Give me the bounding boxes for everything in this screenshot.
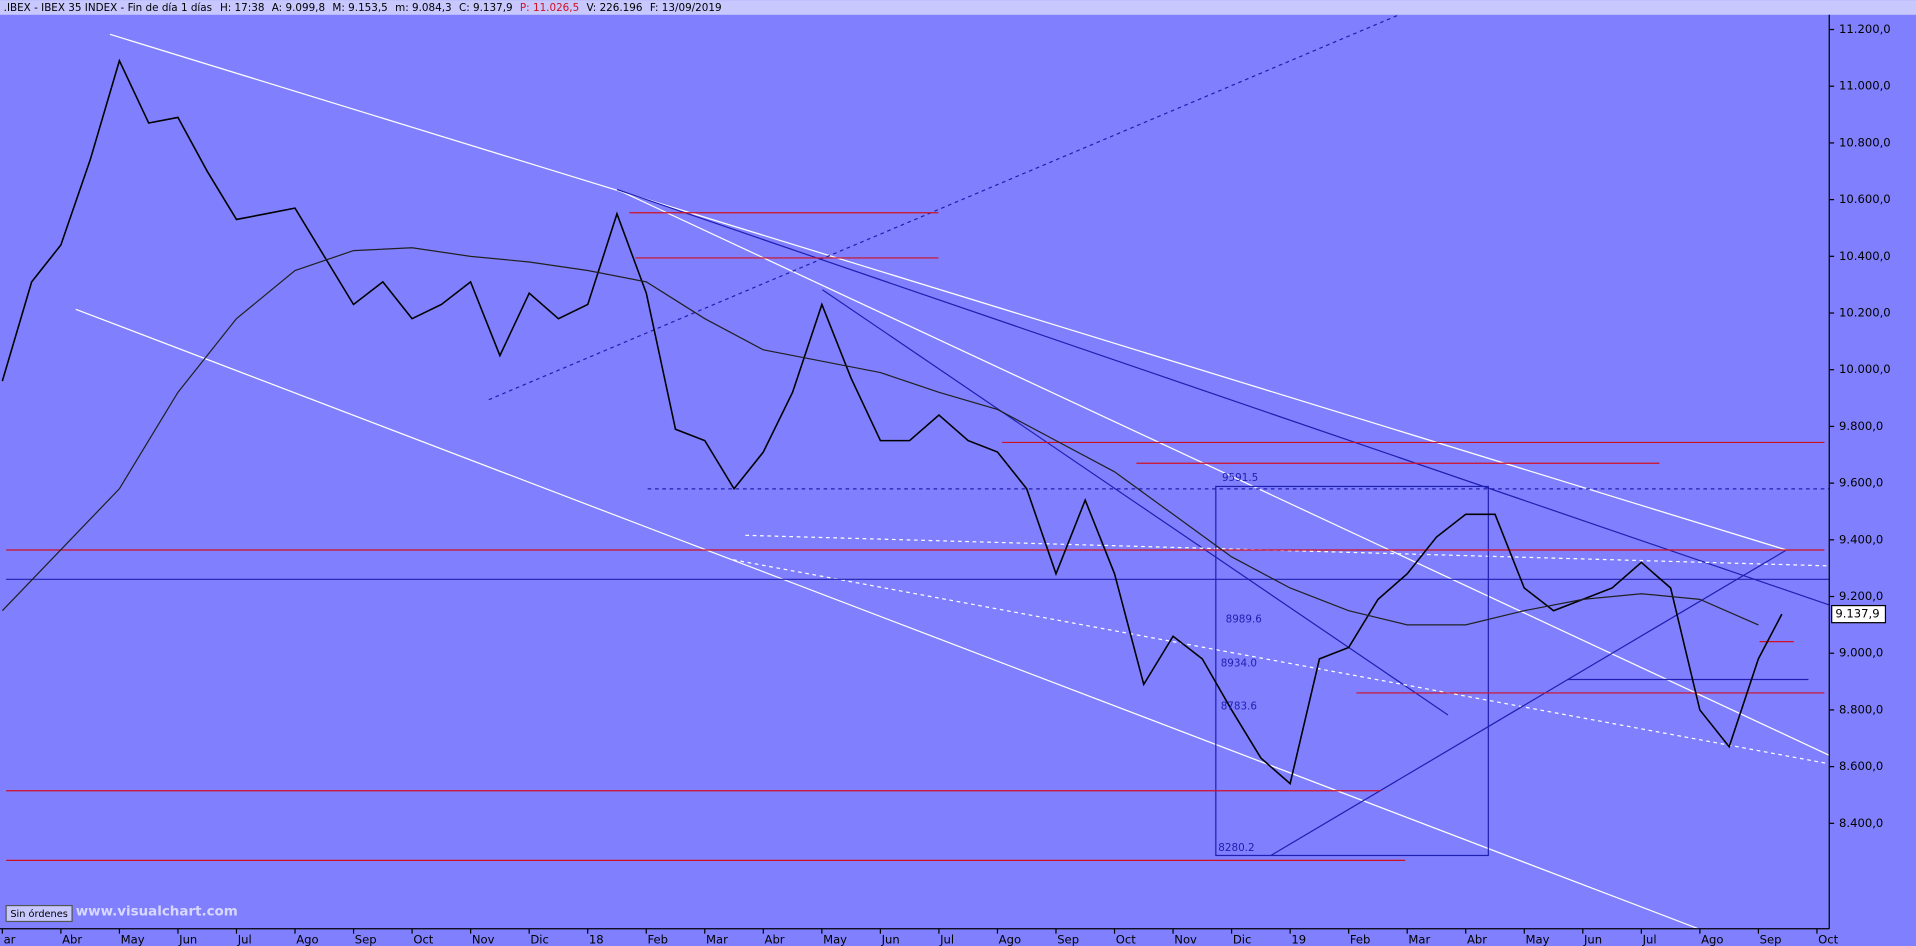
y-tick-label: 8.800,0 — [1839, 702, 1883, 716]
x-tick-label: Abr — [765, 932, 785, 946]
trend-line — [616, 188, 1830, 606]
x-tick-label: Jun — [178, 932, 197, 946]
price-line — [1, 58, 1783, 786]
trend-line — [733, 559, 1830, 765]
x-tick-label: Feb — [647, 932, 668, 946]
x-tick-label: Ago — [999, 932, 1021, 946]
x-tick-label: Oct — [1116, 932, 1136, 946]
y-tick-label: 9.400,0 — [1839, 532, 1883, 546]
x-tick-label: Abr — [62, 932, 82, 946]
header-item: A: 9.099,8 — [272, 2, 325, 14]
trend-line — [75, 308, 1699, 930]
header-bar — [0, 0, 1916, 15]
y-tick-label: 10.600,0 — [1839, 192, 1891, 206]
status-text: Sin órdenes — [10, 908, 68, 920]
x-tick-label: Jun — [881, 932, 900, 946]
range-box — [1215, 485, 1489, 857]
y-tick-label: 10.400,0 — [1839, 249, 1891, 263]
x-tick-label: Jun — [1583, 932, 1602, 946]
y-tick-label: 9.200,0 — [1839, 589, 1883, 603]
y-tick-label: 10.000,0 — [1839, 362, 1891, 376]
x-tick-label: Oct — [1818, 932, 1838, 946]
x-tick-label: Dic — [530, 932, 549, 946]
x-tick-label: 18 — [589, 932, 604, 946]
x-tick-label: May — [121, 932, 145, 946]
trend-line — [745, 534, 1830, 567]
y-tick-label: 8.400,0 — [1839, 816, 1883, 830]
header: .IBEX - IBEX 35 INDEX - Fin de día 1 día… — [4, 2, 722, 14]
trend-line — [822, 289, 1449, 716]
y-tick-label: 11.200,0 — [1839, 22, 1891, 36]
x-tick-label: Mar — [1408, 932, 1430, 946]
y-tick-label: 10.200,0 — [1839, 306, 1891, 320]
y-tick-label: 9.600,0 — [1839, 476, 1883, 490]
price-line — [1, 247, 1759, 626]
x-tick-label: Sep — [1760, 932, 1782, 946]
header-title: .IBEX - IBEX 35 INDEX - Fin de día 1 día… — [4, 2, 212, 14]
x-tick-label: Abr — [1467, 932, 1487, 946]
annotation: 9591.5 — [1222, 472, 1258, 484]
trend-line — [109, 33, 1787, 551]
y-tick-label: 10.800,0 — [1839, 135, 1891, 149]
trend-line — [616, 188, 1830, 756]
header-item: H: 17:38 — [220, 2, 265, 14]
last-price-box — [1831, 604, 1887, 624]
y-tick-label: 8.600,0 — [1839, 759, 1883, 773]
watermark: www.visualchart.com — [76, 905, 238, 920]
x-tick-label: Sep — [355, 932, 377, 946]
x-tick-label: 19 — [1291, 932, 1306, 946]
annotation: 8280.2 — [1218, 842, 1254, 854]
x-tick-label: Sep — [1057, 932, 1079, 946]
header-item: C: 9.137,9 — [459, 2, 513, 14]
x-tick-label: Mar — [706, 932, 728, 946]
y-tick-label: 9.000,0 — [1839, 646, 1883, 660]
x-tick-label: Jul — [1642, 932, 1657, 946]
x-tick-label: Oct — [413, 932, 433, 946]
header-item: F: 13/09/2019 — [650, 2, 722, 14]
header-item: M: 9.153,5 — [332, 2, 387, 14]
x-tick-label: May — [823, 932, 847, 946]
header-item: V: 226.196 — [587, 2, 643, 14]
x-tick-label: Nov — [1174, 932, 1197, 946]
trend-line — [488, 14, 1400, 401]
annotation: 8934.0 — [1221, 658, 1257, 670]
annotation: 8783.6 — [1221, 700, 1257, 712]
x-tick-label: Jul — [237, 932, 252, 946]
x-tick-label: ar — [4, 932, 16, 946]
status-box — [5, 904, 73, 923]
trend-line — [1270, 549, 1787, 856]
last-price-label: 9.137,9 — [1835, 607, 1879, 621]
trend-lines — [6, 14, 1830, 930]
x-tick-label: Jul — [939, 932, 954, 946]
x-tick-label: Ago — [1701, 932, 1723, 946]
annotation: 8989.6 — [1226, 614, 1262, 626]
header-item: P: 11.026,5 — [520, 2, 579, 14]
x-tick-label: Nov — [472, 932, 495, 946]
x-tick-label: Dic — [1233, 932, 1252, 946]
x-tick-label: May — [1525, 932, 1549, 946]
x-tick-label: Ago — [296, 932, 318, 946]
x-tick-label: Feb — [1350, 932, 1371, 946]
y-tick-label: 11.000,0 — [1839, 79, 1891, 93]
header-item: m: 9.084,3 — [395, 2, 452, 14]
y-tick-label: 9.800,0 — [1839, 419, 1883, 433]
